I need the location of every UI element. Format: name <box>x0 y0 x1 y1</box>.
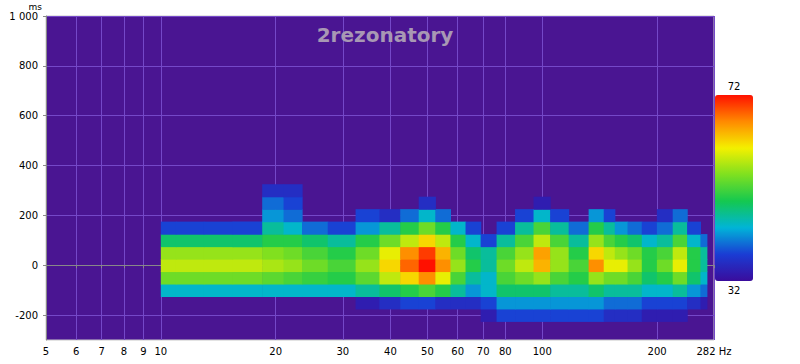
svg-text:60: 60 <box>451 346 464 357</box>
svg-text:80: 80 <box>499 346 512 357</box>
svg-text:9: 9 <box>140 346 146 357</box>
svg-text:1 000: 1 000 <box>9 11 38 22</box>
svg-text:7: 7 <box>99 346 105 357</box>
svg-text:800: 800 <box>19 60 38 71</box>
svg-text:20: 20 <box>269 346 282 357</box>
svg-text:400: 400 <box>19 160 38 171</box>
svg-text:30: 30 <box>336 346 349 357</box>
svg-text:32: 32 <box>728 285 741 296</box>
svg-text:10: 10 <box>154 346 167 357</box>
svg-text:200: 200 <box>648 346 667 357</box>
svg-text:2rezonatory: 2rezonatory <box>317 23 454 47</box>
svg-text:8: 8 <box>121 346 127 357</box>
svg-text:70: 70 <box>477 346 490 357</box>
svg-text:100: 100 <box>533 346 552 357</box>
svg-text:282 Hz: 282 Hz <box>696 346 731 357</box>
svg-text:72: 72 <box>728 81 741 92</box>
svg-text:6: 6 <box>73 346 79 357</box>
svg-text:ms: ms <box>28 1 42 12</box>
svg-text:200: 200 <box>19 210 38 221</box>
svg-text:-200: -200 <box>15 310 38 321</box>
svg-text:0: 0 <box>32 260 38 271</box>
svg-text:40: 40 <box>384 346 397 357</box>
svg-text:50: 50 <box>421 346 434 357</box>
svg-text:5: 5 <box>43 346 49 357</box>
svg-text:600: 600 <box>19 110 38 121</box>
